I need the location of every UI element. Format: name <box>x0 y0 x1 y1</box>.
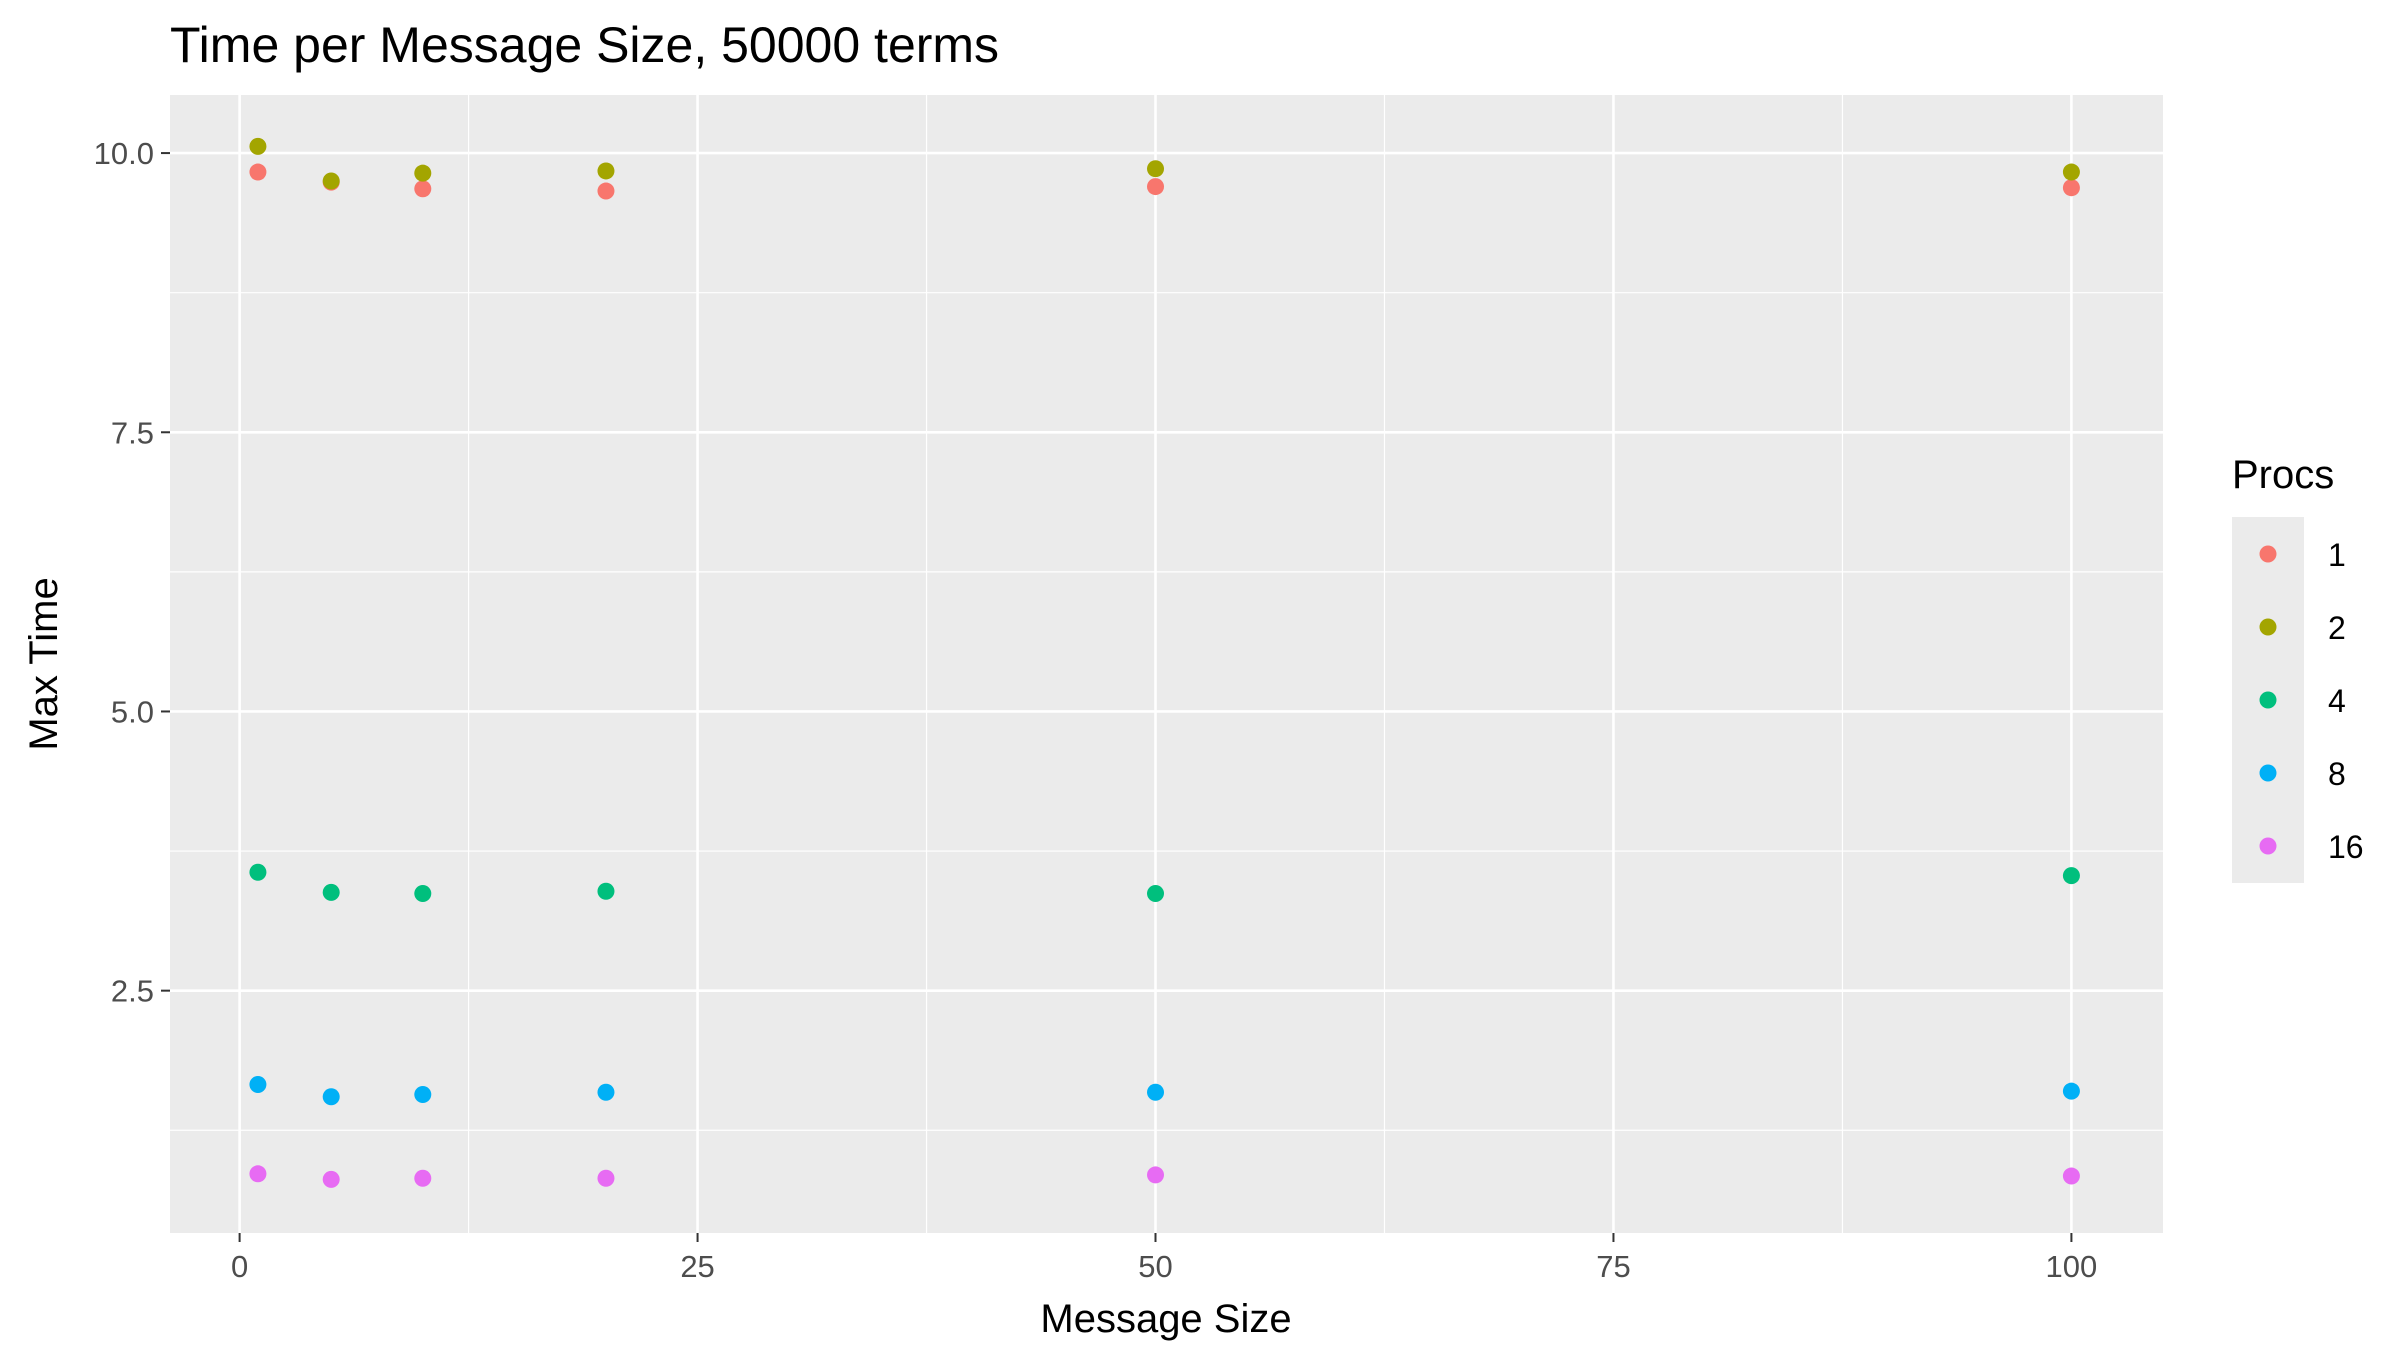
data-point-procs-8 <box>322 1088 340 1106</box>
data-point-procs-8 <box>1147 1083 1165 1101</box>
legend-label: 8 <box>2328 756 2346 792</box>
data-point-procs-16 <box>249 1165 267 1183</box>
x-tick-label: 0 <box>231 1249 248 1284</box>
y-tick-label: 7.5 <box>111 415 154 450</box>
data-point-procs-8 <box>249 1075 267 1093</box>
data-point-procs-2 <box>414 164 432 182</box>
data-point-procs-2 <box>1147 160 1165 178</box>
chart-title: Time per Message Size, 50000 terms <box>170 17 999 73</box>
data-point-procs-4 <box>414 884 432 902</box>
y-axis-title: Max Time <box>22 577 66 750</box>
legend-label: 16 <box>2328 829 2364 865</box>
data-point-procs-16 <box>322 1170 340 1188</box>
legend-title: Procs <box>2232 453 2334 497</box>
data-point-procs-2 <box>249 137 267 155</box>
data-point-procs-16 <box>597 1169 615 1187</box>
data-point-procs-1 <box>1147 178 1165 196</box>
plot-panel <box>170 95 2163 1233</box>
legend-label: 1 <box>2328 537 2346 573</box>
data-point-procs-4 <box>597 882 615 900</box>
data-point-procs-16 <box>2062 1167 2080 1185</box>
legend-key-procs-8 <box>2259 764 2277 782</box>
x-tick-label: 25 <box>680 1249 714 1284</box>
legend-key-procs-4 <box>2259 691 2277 709</box>
data-point-procs-4 <box>322 883 340 901</box>
legend: Procs 1 2 4 8 16 <box>2232 453 2364 883</box>
data-point-procs-8 <box>414 1086 432 1104</box>
legend-key-procs-2 <box>2259 618 2277 636</box>
legend-label: 2 <box>2328 610 2346 646</box>
data-point-procs-1 <box>597 182 615 200</box>
x-tick-label: 75 <box>1596 1249 1630 1284</box>
x-tick-label: 100 <box>2046 1249 2098 1284</box>
data-point-procs-4 <box>2062 867 2080 885</box>
data-point-procs-2 <box>2062 163 2080 181</box>
legend-key-procs-1 <box>2259 545 2277 563</box>
x-axis-title: Message Size <box>1040 1297 1291 1341</box>
data-point-procs-8 <box>2062 1082 2080 1100</box>
y-axis: 2.5 5.0 7.5 10.0 <box>94 136 170 1009</box>
data-points <box>249 137 2080 1188</box>
y-tick-label: 2.5 <box>111 974 154 1009</box>
data-point-procs-16 <box>414 1169 432 1187</box>
legend-keys: 1 2 4 8 16 <box>2232 517 2364 883</box>
data-point-procs-4 <box>249 863 267 881</box>
x-tick-label: 50 <box>1138 1249 1172 1284</box>
data-point-procs-8 <box>597 1083 615 1101</box>
data-point-procs-1 <box>249 163 267 181</box>
data-point-procs-16 <box>1147 1166 1165 1184</box>
minor-gridlines <box>170 95 2163 1233</box>
data-point-procs-2 <box>597 162 615 180</box>
y-tick-label: 10.0 <box>94 136 154 171</box>
legend-key-procs-16 <box>2259 837 2277 855</box>
y-tick-label: 5.0 <box>111 694 154 729</box>
data-point-procs-1 <box>2062 179 2080 197</box>
data-point-procs-4 <box>1147 884 1165 902</box>
data-point-procs-2 <box>322 172 340 190</box>
major-gridlines <box>170 95 2163 1233</box>
legend-label: 4 <box>2328 683 2346 719</box>
data-point-procs-1 <box>414 180 432 198</box>
x-axis: 0 25 50 75 100 <box>231 1233 2097 1284</box>
